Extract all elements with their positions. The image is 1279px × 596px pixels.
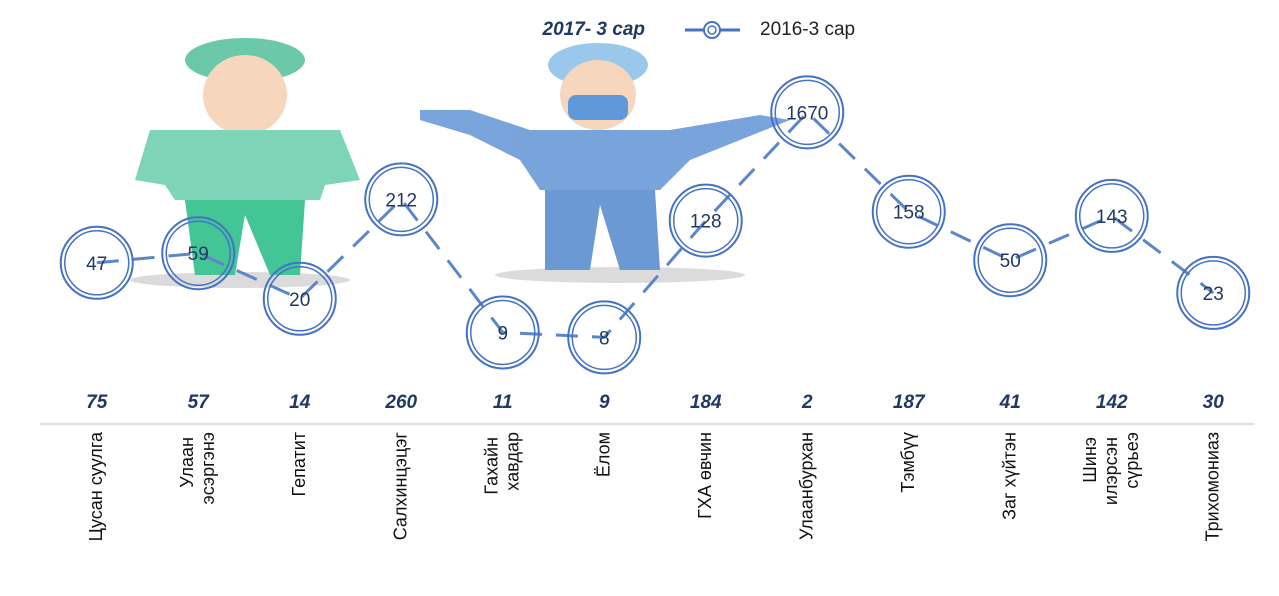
value-label: 57 <box>188 392 211 413</box>
data-label: 143 <box>1096 207 1128 228</box>
value-label: 142 <box>1096 392 1128 413</box>
data-label: 50 <box>1000 251 1021 272</box>
value-label: 9 <box>599 392 610 413</box>
chart: 2017- 3 сар 2016-3 сар 75 57 14 260 11 9 184 2 187… <box>0 0 1279 596</box>
legs <box>545 190 660 270</box>
x-tick-label: Улаанбурхан <box>796 432 816 540</box>
mask <box>568 95 628 120</box>
value-label: 75 <box>86 392 108 413</box>
shadow <box>130 272 350 288</box>
legend-marker <box>704 22 720 38</box>
x-tick-label: Заг хүйтэн <box>999 432 1019 520</box>
data-label: 8 <box>599 328 610 349</box>
value-label: 11 <box>493 392 513 413</box>
x-tick-label: Салхинцэцэг <box>390 432 410 541</box>
data-label: 212 <box>385 190 417 211</box>
x-tick-label: Цусан суулга <box>86 431 106 541</box>
data-label: 59 <box>188 244 209 265</box>
x-tick-label: Улаан эсэргэнэ <box>177 432 218 504</box>
data-label: 1670 <box>786 103 828 124</box>
data-label: 23 <box>1203 284 1224 305</box>
value-label: 184 <box>690 392 722 413</box>
torso <box>135 130 360 200</box>
value-label: 14 <box>289 392 311 413</box>
x-tick-label: Гахайн хавдар <box>481 432 522 495</box>
data-label: 128 <box>690 212 722 233</box>
legend-label: 2016-3 сар <box>760 19 855 40</box>
x-tick-label: Ёлом <box>593 432 613 477</box>
x-tick-label: Шинэ илэрсэн сүрьеэ <box>1080 432 1142 505</box>
data-label: 47 <box>86 254 107 275</box>
data-label: 158 <box>893 203 925 224</box>
value-label: 260 <box>384 392 417 413</box>
x-tick-label: ГХА өвчин <box>695 432 715 519</box>
value-label: 30 <box>1203 392 1225 413</box>
value-label: 187 <box>893 392 926 413</box>
face <box>203 55 287 135</box>
x-tick-label: Гепатит <box>289 432 309 496</box>
value-label: 41 <box>999 392 1021 413</box>
x-tick-label: Трихомониаз <box>1202 432 1222 541</box>
value-label: 2 <box>801 392 813 413</box>
data-label: 20 <box>289 290 310 311</box>
decoration <box>130 38 790 288</box>
x-tick-label: Тэмбүү <box>898 432 918 493</box>
data-label: 9 <box>497 323 508 344</box>
legend-label: 2017- 3 сар <box>542 19 645 40</box>
